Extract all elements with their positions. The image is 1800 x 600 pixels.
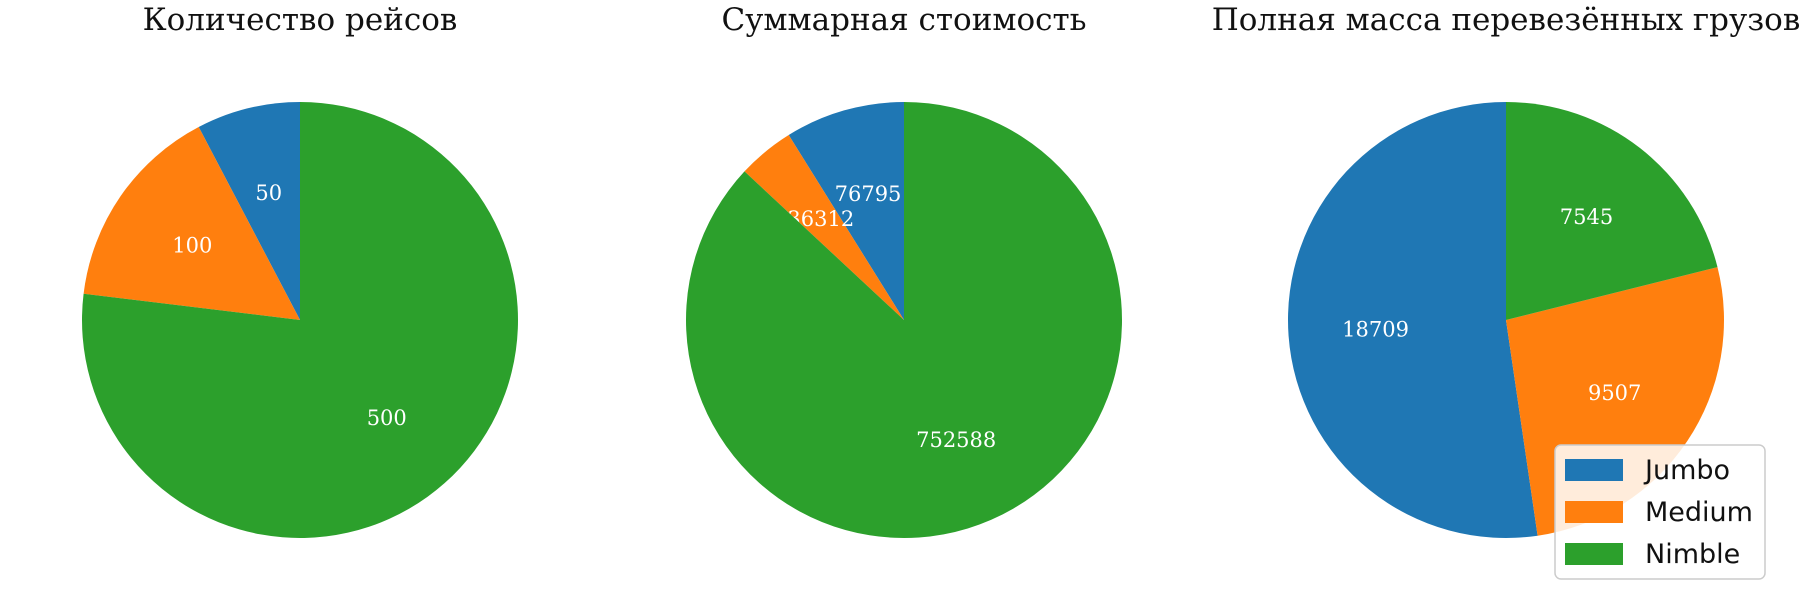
chart-title: Количество рейсов <box>143 2 458 38</box>
slice-value-label: 7545 <box>1560 205 1613 229</box>
legend-swatch-nimble <box>1565 543 1623 565</box>
pie-chart-1: Количество рейсов 50 100 500 <box>81 2 518 538</box>
legend-label: Medium <box>1645 497 1753 528</box>
pie-slice-nimble <box>81 102 518 538</box>
legend: Jumbo Medium Nimble <box>1554 444 1766 580</box>
pie-slice-jumbo <box>788 102 904 320</box>
chart-title: Полная масса перевезённых грузов <box>1212 2 1800 38</box>
pie-slice-medium <box>744 134 904 320</box>
pie-chart-3: Полная масса перевезённых грузов 18709 950… <box>1212 2 1800 539</box>
legend-swatch-medium <box>1565 501 1623 523</box>
pie-slice-medium <box>83 126 300 321</box>
legend-swatch-jumbo <box>1565 459 1623 481</box>
slice-value-label: 18709 <box>1342 318 1409 342</box>
slice-value-label: 100 <box>172 234 212 258</box>
pie-slice-nimble <box>1506 102 1718 320</box>
legend-label: Nimble <box>1645 539 1740 570</box>
slice-value-label: 9507 <box>1588 381 1641 405</box>
slice-value-label: 50 <box>255 181 282 205</box>
chart-title: Суммарная стоимость <box>721 2 1086 38</box>
slice-value-label: 752588 <box>916 428 996 452</box>
legend-label: Jumbo <box>1643 455 1730 486</box>
pie-slice-jumbo <box>1287 102 1538 539</box>
slice-value-label: 500 <box>367 406 407 430</box>
slice-value-label: 76795 <box>835 182 902 206</box>
pie-slice-nimble <box>685 102 1122 538</box>
pie-slice-jumbo <box>198 102 300 320</box>
